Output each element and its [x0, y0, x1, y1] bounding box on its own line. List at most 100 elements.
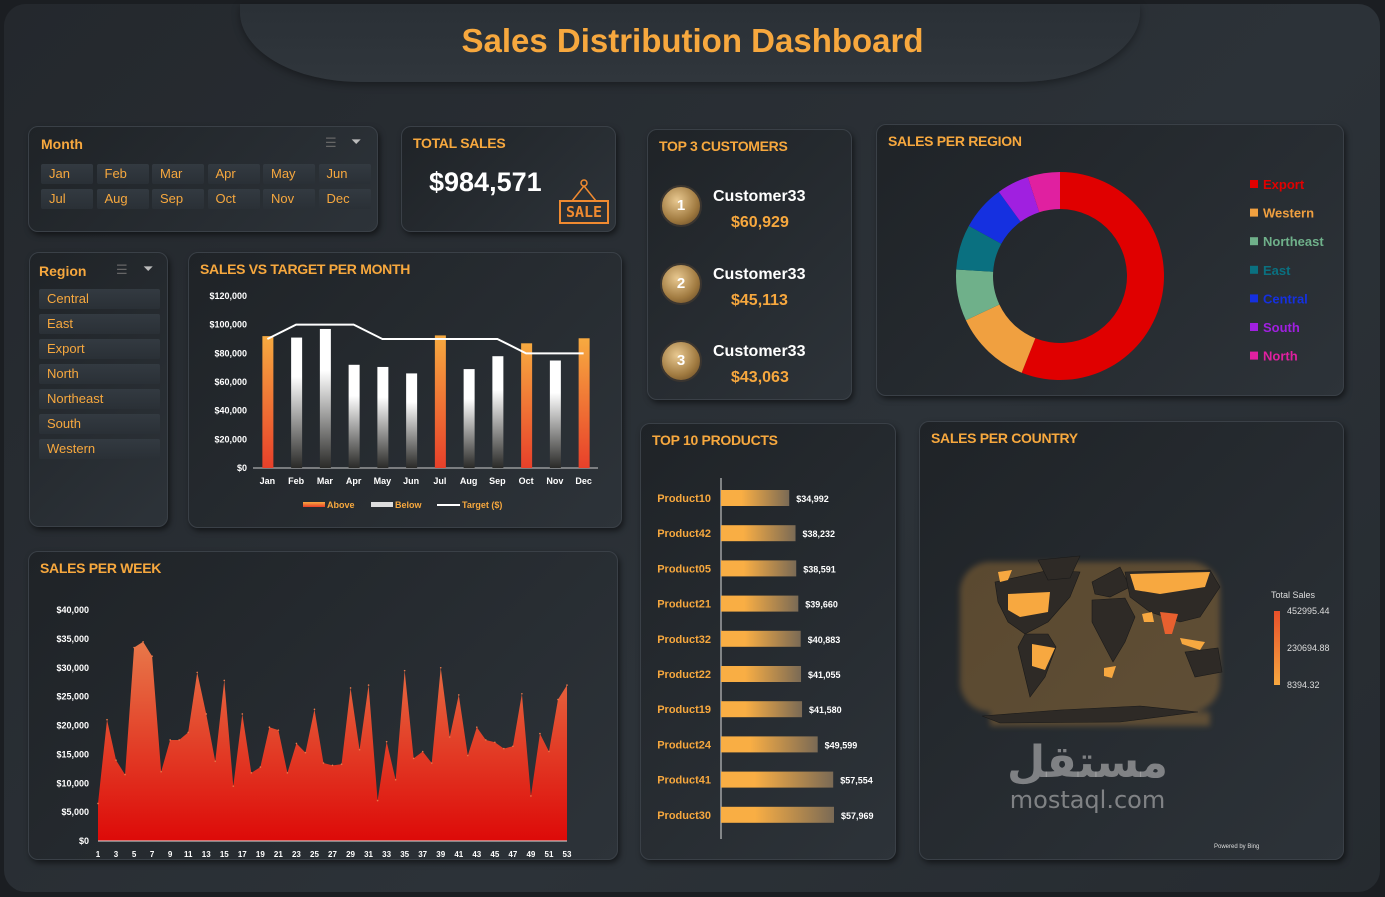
region-button-east[interactable]: East [39, 314, 160, 334]
x-tick-label: 47 [508, 850, 517, 859]
region-donut-chart: Export Western Northeast East Central South No… [956, 172, 1324, 380]
week-point-5 [133, 646, 135, 649]
month-button-apr[interactable]: Apr [207, 164, 260, 184]
x-tick-label: Sep [489, 476, 506, 486]
top-customers-card: TOP 3 CUSTOMERS 1 Customer33 $60,929 2 Cu… [647, 129, 852, 400]
region-button-central[interactable]: Central [39, 289, 160, 309]
week-point-15 [223, 679, 226, 682]
map-legend-max: 452995.44 [1287, 606, 1330, 616]
x-tick-label: Aug [460, 476, 478, 486]
top-products-card: TOP 10 PRODUCTS Product10 $34,992 Product4… [640, 423, 896, 860]
product-label: Product41 [657, 775, 711, 787]
products-chart-title: TOP 10 PRODUCTS [652, 432, 778, 448]
month-button-oct[interactable]: Oct [207, 189, 260, 209]
x-tick-label: 11 [184, 850, 193, 859]
month-button-jan[interactable]: Jan [41, 164, 93, 184]
top-customers-label: TOP 3 CUSTOMERS [659, 138, 788, 154]
month-button-aug[interactable]: Aug [96, 189, 149, 209]
page-title: Sales Distribution Dashboard [461, 22, 924, 59]
bar-nov [549, 360, 561, 468]
month-button-dec[interactable]: Dec [318, 189, 371, 209]
multi-select-icon[interactable]: ☰ [325, 136, 337, 151]
country-map-title: SALES PER COUNTRY [931, 430, 1078, 446]
legend-label-south: South [1263, 320, 1300, 335]
legend-swatch-east [1250, 265, 1258, 274]
data-label: $41,580 [809, 705, 842, 715]
bar-product19 [721, 701, 803, 718]
week-point-42 [466, 754, 469, 757]
data-label: $49,599 [825, 740, 858, 750]
customer-name: Customer33 [713, 343, 806, 360]
x-tick-label: Apr [346, 476, 362, 486]
month-button-mar[interactable]: Mar [152, 164, 204, 184]
legend-label-central: Central [1263, 291, 1308, 306]
week-point-36 [412, 757, 415, 760]
legend-swatch-northeast [1250, 237, 1258, 246]
week-point-18 [250, 772, 253, 774]
week-point-49 [530, 795, 532, 797]
y-tick-label: $20,000 [56, 721, 89, 731]
x-tick-label: Jun [403, 476, 419, 486]
x-tick-label: 49 [526, 850, 535, 859]
y-tick-label: $10,000 [56, 778, 89, 788]
week-point-43 [476, 726, 478, 729]
top-products-chart: Product10 $34,992 Product42 $38,232 Product0… [657, 478, 874, 839]
legend-label-north: North [1263, 349, 1298, 364]
region-button-northeast[interactable]: Northeast [39, 389, 160, 409]
week-point-37 [421, 750, 424, 753]
x-tick-label: May [374, 476, 392, 486]
y-tick-label: $60,000 [214, 377, 247, 387]
data-label: $39,660 [805, 600, 838, 610]
customer-rank-medal: 2 [660, 263, 702, 305]
week-point-14 [214, 760, 217, 763]
world-map[interactable]: Total Sales 452995.44 230694.88 8394.32 … [920, 422, 1345, 861]
customer-name: Customer33 [713, 266, 806, 283]
legend-label-east: East [1263, 263, 1291, 278]
week-point-28 [340, 763, 343, 765]
region-button-export[interactable]: Export [39, 339, 160, 359]
target-line [266, 323, 584, 355]
clear-filter-icon[interactable]: ⏷ [351, 135, 362, 150]
month-button-jun[interactable]: Jun [318, 164, 371, 184]
x-tick-label: 51 [545, 850, 554, 859]
donut-slice-western [965, 304, 1036, 373]
sale-tag-icon: SALE [558, 177, 610, 225]
bar-jan [262, 336, 274, 468]
map-canada-west [998, 570, 1012, 582]
legend-label-northeast: Northeast [1263, 234, 1324, 249]
x-tick-label: 15 [220, 850, 229, 859]
bing-credit: Powered by Bing [1214, 844, 1259, 850]
y-tick-label: $35,000 [56, 634, 89, 644]
clear-filter-icon[interactable]: ⏷ [143, 262, 154, 277]
map-russia [1130, 572, 1210, 594]
month-button-sep[interactable]: Sep [152, 189, 204, 209]
region-button-north[interactable]: North [39, 364, 160, 384]
bar-jun [406, 373, 418, 468]
data-label: $38,591 [803, 564, 836, 574]
donut-slice-east [956, 225, 1002, 272]
region-button-south[interactable]: South [39, 414, 160, 434]
month-button-feb[interactable]: Feb [96, 164, 149, 184]
x-tick-label: Jul [433, 476, 446, 486]
bar-jul [434, 335, 446, 468]
customer-rank-medal: 3 [660, 340, 702, 382]
x-tick-label: 53 [563, 850, 572, 859]
bar-sep [492, 356, 504, 468]
month-button-nov[interactable]: Nov [263, 189, 315, 209]
legend-swatch-western [1250, 208, 1258, 217]
month-button-jul[interactable]: Jul [41, 189, 93, 209]
month-button-may[interactable]: May [263, 164, 315, 184]
customer-name: Customer33 [713, 188, 806, 205]
donut-slice-south [998, 177, 1040, 222]
week-point-46 [503, 747, 505, 750]
region-button-western[interactable]: Western [39, 439, 160, 459]
multi-select-icon[interactable]: ☰ [116, 263, 128, 278]
week-point-16 [232, 785, 235, 787]
week-point-50 [539, 732, 541, 735]
customer-sales: $45,113 [731, 292, 788, 309]
y-tick-label: $25,000 [56, 692, 89, 702]
x-tick-label: 45 [490, 850, 499, 859]
map-legend-scale [1274, 611, 1280, 685]
bar-may [377, 366, 389, 468]
week-point-33 [385, 740, 388, 743]
